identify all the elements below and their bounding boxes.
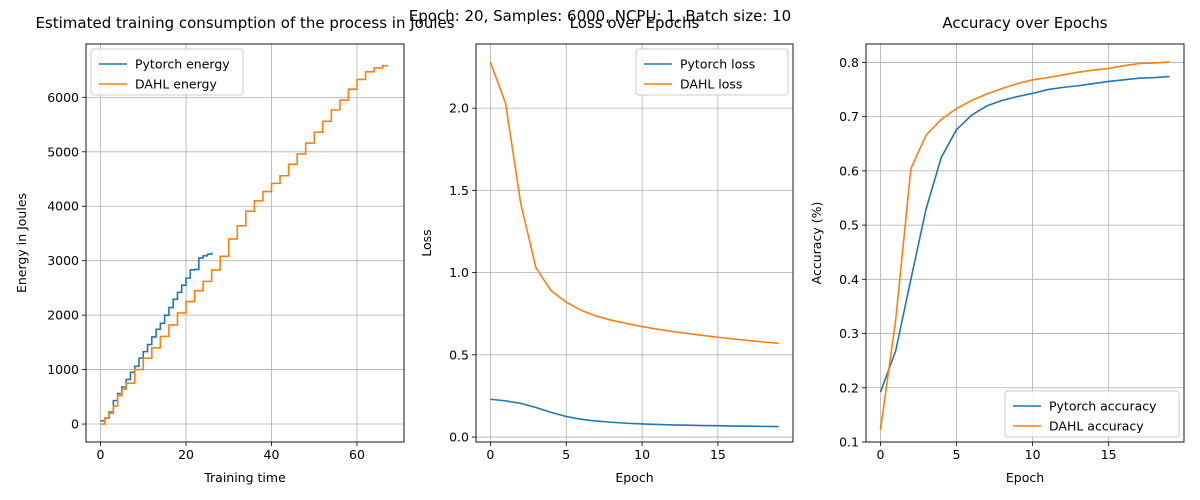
y-tick-label: 0.7 (839, 109, 859, 124)
x-tick-label: 5 (953, 447, 961, 462)
y-axis-label: Loss (419, 229, 434, 256)
legend-label: DAHL energy (135, 77, 217, 92)
y-tick-label: 4000 (47, 199, 79, 214)
x-tick-label: 10 (1025, 447, 1041, 462)
x-axis-label: Training time (203, 470, 286, 485)
chart-title: Estimated training consumption of the pr… (35, 14, 454, 32)
legend: Pytorch energy DAHL energy (90, 48, 244, 96)
x-tick-label: 5 (562, 447, 570, 462)
legend-box (90, 48, 244, 96)
y-tick-label: 1000 (47, 362, 79, 377)
y-tick-label: 6000 (47, 90, 79, 105)
x-tick-label: 40 (264, 447, 280, 462)
series-line-pytorch-accuracy (879, 75, 1170, 393)
y-tick-label: 0.6 (839, 163, 859, 178)
x-tick-label: 10 (634, 447, 650, 462)
series-group (100, 64, 388, 425)
x-tick-label: 15 (710, 447, 726, 462)
series-line-pytorch-loss (490, 398, 779, 428)
x-tick-label: 0 (876, 447, 884, 462)
x-tick-label: 20 (178, 447, 194, 462)
plot-frame (85, 43, 405, 443)
legend: Pytorch accuracy DAHL accuracy (1004, 390, 1180, 438)
y-tick-label: 5000 (47, 144, 79, 159)
series-line-dahl-loss (489, 61, 779, 345)
y-tick-label: 0.5 (839, 218, 859, 233)
chart-title: Accuracy over Epochs (942, 14, 1107, 32)
plot-frame (475, 43, 794, 443)
series-group (879, 61, 1170, 431)
chart-energy: 0 20 40 60 0 1000 2000 3000 4000 5000 6000 Estimate… (14, 14, 455, 485)
y-tick-label: 0.2 (839, 380, 859, 395)
y-tick-label: 0.0 (449, 430, 469, 445)
legend: Pytorch loss DAHL loss (635, 48, 789, 96)
y-tick-label: 0.4 (839, 272, 859, 287)
x-tick-label: 0 (486, 447, 494, 462)
y-tick-label: 0.5 (449, 347, 469, 362)
series-line-dahl-accuracy (879, 61, 1170, 431)
legend-label: Pytorch accuracy (1049, 399, 1157, 414)
chart-title: Loss over Epochs (570, 14, 700, 32)
series-line-dahl-energy (100, 64, 388, 425)
y-tick-label: 1.0 (449, 265, 469, 280)
y-axis-label: Energy in Joules (14, 193, 29, 293)
figure-suptitle: Epoch: 20, Samples: 6000, NCPU: 1, Batch… (409, 7, 791, 25)
y-axis-label: Accuracy (%) (809, 202, 824, 285)
x-axis-label: Epoch (1006, 470, 1044, 485)
y-tick-label: 0.3 (839, 326, 859, 341)
series-group (489, 61, 779, 428)
x-tick-label: 60 (349, 447, 365, 462)
legend-box (635, 48, 789, 96)
chart-accuracy: 0 5 10 15 0.1 0.2 0.3 0.4 0.5 0.6 0.7 0.8 Accuracy o… (809, 14, 1185, 485)
legend-label: DAHL loss (680, 77, 742, 92)
y-tick-label: 1.5 (449, 183, 469, 198)
x-tick-label: 15 (1101, 447, 1117, 462)
plot-frame (865, 43, 1185, 443)
y-tick-label: 3000 (47, 253, 79, 268)
series-line-pytorch-energy (100, 252, 213, 422)
y-tick-label: 0 (71, 417, 79, 432)
chart-loss: 0 5 10 15 0.0 0.5 1.0 1.5 2.0 Loss over Epochs Epo… (419, 14, 794, 485)
y-tick-label: 0.1 (839, 435, 859, 450)
legend-box (1004, 390, 1180, 438)
x-tick-label: 0 (97, 447, 105, 462)
legend-label: DAHL accuracy (1049, 419, 1144, 434)
legend-label: Pytorch loss (680, 57, 755, 72)
legend-label: Pytorch energy (135, 57, 230, 72)
y-tick-label: 2000 (47, 308, 79, 323)
y-tick-label: 0.8 (839, 55, 859, 70)
x-axis-label: Epoch (615, 470, 653, 485)
y-tick-label: 2.0 (449, 101, 469, 116)
